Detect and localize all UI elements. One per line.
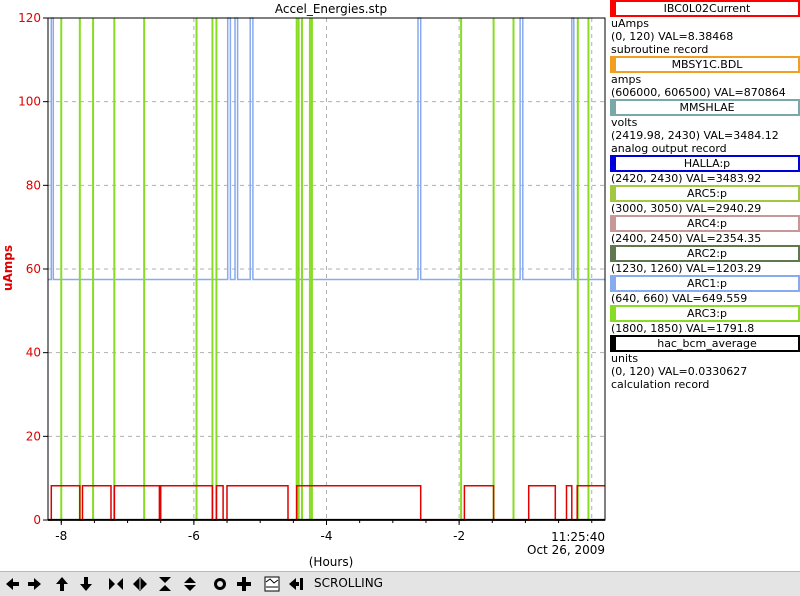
legend: IBC0L02Current uAmps (0, 120) VAL=8.38468 s… xyxy=(610,0,800,391)
x-axis-label: (Hours) xyxy=(309,555,354,569)
legend-item-name: MMSHLAE xyxy=(610,99,800,116)
scroll-left-button[interactable] xyxy=(3,575,21,593)
scroll-to-end-button[interactable] xyxy=(287,575,305,593)
zoom-in-y-button[interactable] xyxy=(156,575,174,593)
legend-item-detail: (2420, 2430) VAL=3483.92 xyxy=(611,172,762,185)
x-tick-label: -2 xyxy=(453,529,465,543)
legend-item-detail: (606000, 606500) VAL=870864 xyxy=(611,86,786,99)
legend-item-detail: amps xyxy=(611,73,642,86)
legend-item-name: ARC3:p xyxy=(610,305,800,322)
arrow-left-icon xyxy=(6,578,19,590)
legend-item[interactable]: ARC2:p (1230, 1260) VAL=1203.29 xyxy=(610,245,800,275)
scroll-right-button[interactable] xyxy=(26,575,44,593)
end-time-label: 11:25:40 xyxy=(551,530,605,544)
legend-item[interactable]: MBSY1C.BDL amps (606000, 606500) VAL=87086… xyxy=(610,56,800,99)
legend-item[interactable]: ARC5:p (3000, 3050) VAL=2940.29 xyxy=(610,185,800,215)
x-tick-label: -8 xyxy=(55,529,67,543)
toolbar: SCROLLING xyxy=(0,571,800,596)
y-tick-label: 0 xyxy=(33,513,41,527)
legend-item-detail: calculation record xyxy=(611,378,710,391)
series-ibc0l02current-line xyxy=(48,484,605,521)
arrow-right-icon xyxy=(28,578,41,590)
legend-item-detail: units xyxy=(611,352,639,365)
legend-item-name: MBSY1C.BDL xyxy=(610,56,800,73)
legend-item-detail: (0, 120) VAL=0.0330627 xyxy=(611,365,748,378)
legend-item-name: IBC0L02Current xyxy=(610,0,800,17)
legend-item-detail: (1800, 1850) VAL=1791.8 xyxy=(611,322,755,335)
y-tick-label: 40 xyxy=(26,346,41,360)
auto-scale-button[interactable] xyxy=(211,575,229,593)
legend-item-detail: (640, 660) VAL=649.559 xyxy=(611,292,748,305)
scroll-up-button[interactable] xyxy=(53,575,71,593)
legend-item[interactable]: ARC1:p (640, 660) VAL=649.559 xyxy=(610,275,800,305)
zoom-in-vertical-icon xyxy=(159,577,171,591)
arrow-up-icon xyxy=(56,577,68,591)
legend-item-name: ARC2:p xyxy=(610,245,800,262)
strip-chart[interactable]: 0 20 40 60 80 100 120 -8 -6 -4 -2 Accel_Energies.s… xyxy=(0,0,610,571)
y-tick-label: 80 xyxy=(26,178,41,192)
status-label: SCROLLING xyxy=(314,576,383,590)
legend-item-detail: (3000, 3050) VAL=2940.29 xyxy=(611,202,762,215)
legend-item[interactable]: ARC3:p (1800, 1850) VAL=1791.8 xyxy=(610,305,800,335)
zoom-out-vertical-icon xyxy=(184,577,196,591)
legend-item-name: hac_bcm_average xyxy=(610,335,800,352)
x-tick-label: -6 xyxy=(188,529,200,543)
x-tick-label: -4 xyxy=(321,529,333,543)
plus-icon xyxy=(237,577,251,591)
legend-item[interactable]: MMSHLAE volts (2419.98, 2430) VAL=3484.12 a… xyxy=(610,99,800,155)
legend-item-detail: (1230, 1260) VAL=1203.29 xyxy=(611,262,762,275)
arrow-to-end-icon xyxy=(289,578,303,590)
end-date-label: Oct 26, 2009 xyxy=(527,543,605,557)
chart-title: Accel_Energies.stp xyxy=(275,2,387,16)
axes: 0 20 40 60 80 100 120 -8 -6 -4 -2 xyxy=(18,11,606,543)
circle-icon xyxy=(214,578,226,590)
legend-item[interactable]: HALLA:p (2420, 2430) VAL=3483.92 xyxy=(610,155,800,185)
y-tick-label: 20 xyxy=(26,429,41,443)
legend-item-detail: (2400, 2450) VAL=2354.35 xyxy=(611,232,762,245)
y-axis-label: uAmps xyxy=(1,245,15,291)
legend-item-detail: (2419.98, 2430) VAL=3484.12 xyxy=(611,129,779,142)
legend-item[interactable]: IBC0L02Current uAmps (0, 120) VAL=8.38468 s… xyxy=(610,0,800,56)
legend-item-detail: volts xyxy=(611,116,638,129)
legend-item[interactable]: hac_bcm_average units (0, 120) VAL=0.03306… xyxy=(610,335,800,391)
config-button[interactable] xyxy=(263,575,281,593)
add-signal-button[interactable] xyxy=(235,575,253,593)
legend-item-detail: uAmps xyxy=(611,17,649,30)
legend-item-name: ARC4:p xyxy=(610,215,800,232)
legend-item-name: ARC1:p xyxy=(610,275,800,292)
y-tick-label: 60 xyxy=(26,262,41,276)
legend-item-name: ARC5:p xyxy=(610,185,800,202)
legend-item-detail: analog output record xyxy=(611,142,727,155)
zoom-in-horizontal-icon xyxy=(109,578,123,590)
grid xyxy=(48,18,605,520)
zoom-out-horizontal-icon xyxy=(133,577,147,591)
zoom-out-y-button[interactable] xyxy=(181,575,199,593)
y-tick-label: 100 xyxy=(18,95,41,109)
arrow-down-icon xyxy=(80,577,92,591)
zoom-out-x-button[interactable] xyxy=(131,575,149,593)
legend-item-detail: subroutine record xyxy=(611,43,709,56)
scroll-down-button[interactable] xyxy=(77,575,95,593)
legend-item[interactable]: ARC4:p (2400, 2450) VAL=2354.35 xyxy=(610,215,800,245)
legend-item-name: HALLA:p xyxy=(610,155,800,172)
legend-item-detail: (0, 120) VAL=8.38468 xyxy=(611,30,734,43)
y-tick-label: 120 xyxy=(18,11,41,25)
config-icon xyxy=(264,576,280,592)
zoom-in-x-button[interactable] xyxy=(107,575,125,593)
series-layer xyxy=(48,17,605,521)
